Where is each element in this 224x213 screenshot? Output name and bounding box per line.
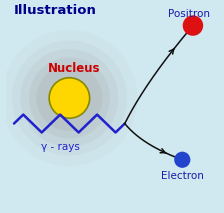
Circle shape bbox=[49, 78, 90, 118]
Circle shape bbox=[1, 30, 138, 166]
Circle shape bbox=[183, 15, 203, 36]
Text: Electron: Electron bbox=[161, 171, 204, 181]
Circle shape bbox=[174, 152, 190, 168]
Text: Nucleus: Nucleus bbox=[47, 62, 100, 75]
Text: Positron: Positron bbox=[168, 9, 210, 19]
Circle shape bbox=[12, 40, 127, 155]
Circle shape bbox=[36, 65, 102, 131]
Circle shape bbox=[29, 58, 110, 138]
Circle shape bbox=[20, 49, 118, 147]
Text: Illustration: Illustration bbox=[14, 4, 97, 17]
Text: γ - rays: γ - rays bbox=[41, 142, 80, 152]
